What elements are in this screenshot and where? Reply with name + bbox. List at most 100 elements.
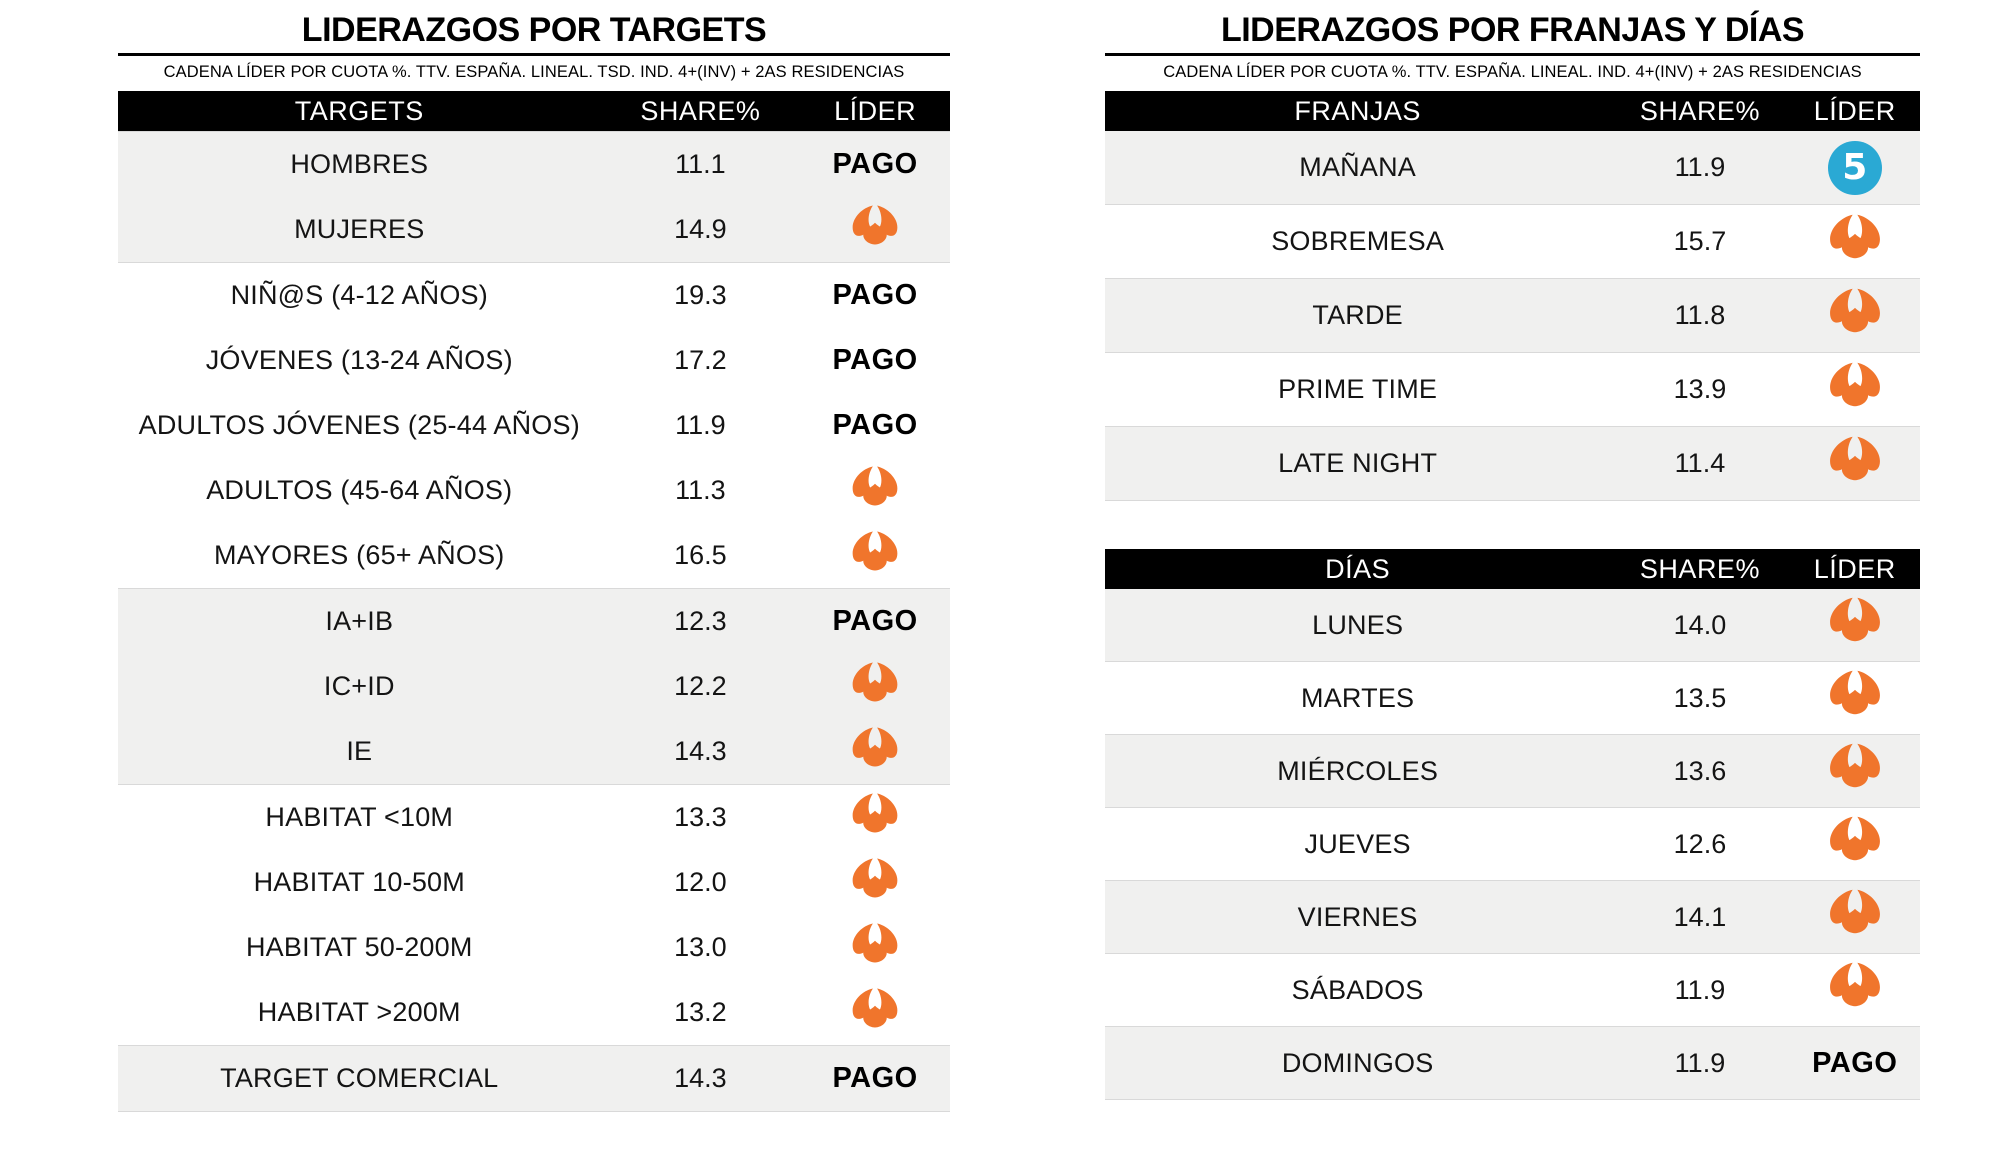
row-share-value: 16.5 [674, 540, 727, 570]
table-row: TARDE 11.8 [1105, 279, 1920, 353]
row-leader-cell [1790, 287, 1920, 345]
table-row: JUEVES 12.6 [1105, 808, 1920, 881]
row-share-value: 11.9 [675, 410, 726, 440]
table-row: IA+IB 12.3 PAGO [118, 588, 950, 654]
antena3-icon [1829, 436, 1880, 480]
targets-rows: HOMBRES 11.1 PAGO MUJERES 14.9 NIÑ@S (4-12 AÑ… [118, 131, 950, 1112]
row-leader-cell [800, 726, 950, 778]
row-label: MARTES [1301, 682, 1415, 713]
leader-pago-label: PAGO [832, 148, 918, 180]
row-share-value: 14.0 [1673, 609, 1727, 640]
left-subtitle: CADENA LÍDER POR CUOTA %. TTV. ESPAÑA. L… [163, 63, 905, 81]
row-share-value: 15.7 [1673, 226, 1727, 256]
right-title-rule [1105, 53, 1920, 56]
row-label: SÁBADOS [1291, 974, 1424, 1005]
row-leader-cell [800, 857, 950, 909]
table-row: VIERNES 14.1 [1105, 881, 1920, 954]
antena3-icon [852, 923, 898, 963]
row-leader-cell: PAGO [1790, 1047, 1920, 1080]
antena3-icon [1829, 597, 1880, 642]
row-label: HOMBRES [290, 149, 429, 179]
table-row: MARTES 13.5 [1105, 662, 1920, 735]
table-row: ADULTOS (45-64 AÑOS) 11.3 [118, 458, 950, 523]
table-row: LUNES 14.0 [1105, 589, 1920, 662]
table-row: TARGET COMERCIAL 14.3 PAGO [118, 1045, 950, 1112]
row-label: TARDE [1312, 300, 1403, 330]
antena3-icon [852, 205, 898, 245]
row-label: IC+ID [323, 671, 395, 701]
row-share-value: 11.9 [1674, 974, 1726, 1005]
row-share-value: 11.8 [1674, 300, 1726, 330]
table-row: MUJERES 14.9 [118, 197, 950, 263]
row-label: HABITAT >200M [257, 997, 461, 1027]
leader-pago-label: PAGO [1812, 1046, 1898, 1079]
row-label: JÓVENES (13-24 AÑOS) [205, 345, 513, 375]
row-leader-cell [1790, 361, 1920, 419]
franjas-dias-panel: LIDERAZGOS POR FRANJAS Y DÍAS CADENA LÍD… [1105, 0, 1920, 1100]
franjas-rows: MAÑANA 11.9 5 SOBREMESA 15.7 TARDE 11.8 PRIME T… [1105, 131, 1920, 501]
row-label: HABITAT 10-50M [253, 867, 465, 897]
row-label: ADULTOS (45-64 AÑOS) [206, 475, 513, 505]
table-row: SÁBADOS 11.9 [1105, 954, 1920, 1027]
column-header-leader: LÍDER [1813, 95, 1896, 126]
row-leader-cell [1790, 213, 1920, 271]
leader-pago-label: PAGO [832, 279, 918, 311]
table-row: PRIME TIME 13.9 [1105, 353, 1920, 427]
row-share-value: 13.9 [1673, 374, 1727, 404]
column-header-leader: LÍDER [1813, 553, 1896, 584]
column-header-share: SHARE% [1639, 95, 1760, 126]
row-share-value: 17.2 [674, 345, 727, 375]
targets-panel: LIDERAZGOS POR TARGETS CADENA LÍDER POR … [118, 0, 950, 1112]
table-row: LATE NIGHT 11.4 [1105, 427, 1920, 501]
row-share-value: 13.2 [674, 997, 727, 1027]
franjas-column-header: FRANJAS SHARE% LÍDER [1105, 91, 1920, 131]
table-row: MIÉRCOLES 13.6 [1105, 735, 1920, 808]
row-label: VIERNES [1297, 901, 1418, 932]
leader-pago-label: PAGO [832, 605, 918, 637]
antena3-icon [852, 988, 898, 1028]
row-label: JUEVES [1304, 828, 1411, 859]
row-share-value: 11.1 [675, 149, 726, 179]
row-share-value: 12.2 [674, 671, 727, 701]
row-leader-cell [1790, 435, 1920, 493]
table-row: DOMINGOS 11.9 PAGO [1105, 1027, 1920, 1100]
row-share-value: 12.3 [674, 606, 727, 636]
row-leader-cell [800, 661, 950, 713]
table-row: HABITAT 50-200M 13.0 [118, 915, 950, 980]
telecinco-icon: 5 [1827, 140, 1882, 195]
column-header-share: SHARE% [640, 95, 761, 126]
left-title-rule [118, 53, 950, 56]
row-leader-cell [800, 987, 950, 1039]
targets-column-header: TARGETS SHARE% LÍDER [118, 91, 950, 131]
row-leader-cell: PAGO [800, 279, 950, 312]
row-leader-cell: PAGO [800, 605, 950, 638]
antena3-icon [1829, 743, 1880, 788]
row-share-value: 12.0 [674, 867, 727, 897]
table-row: HABITAT 10-50M 12.0 [118, 850, 950, 915]
row-leader-cell [800, 792, 950, 844]
antena3-icon [1829, 962, 1880, 1007]
row-share-value: 14.3 [674, 1063, 727, 1093]
row-leader-cell: PAGO [800, 409, 950, 442]
row-leader-cell [1790, 596, 1920, 654]
row-share-value: 14.3 [674, 736, 727, 766]
right-subtitle: CADENA LÍDER POR CUOTA %. TTV. ESPAÑA. L… [1163, 63, 1862, 81]
antena3-icon [852, 662, 898, 702]
row-leader-cell [800, 465, 950, 517]
row-label: IE [346, 736, 373, 766]
row-leader-cell: PAGO [800, 148, 950, 181]
leader-pago-label: PAGO [832, 344, 918, 376]
row-leader-cell [800, 530, 950, 582]
row-leader-cell: PAGO [800, 1062, 950, 1095]
row-leader-cell: PAGO [800, 344, 950, 377]
row-label: HABITAT 50-200M [245, 932, 473, 962]
row-share-value: 12.6 [1673, 828, 1727, 859]
row-label: MIÉRCOLES [1277, 755, 1439, 786]
row-label: PRIME TIME [1278, 374, 1438, 404]
row-share-value: 14.1 [1673, 901, 1727, 932]
column-header-share: SHARE% [1639, 553, 1760, 584]
antena3-icon [1829, 889, 1880, 934]
row-label: SOBREMESA [1271, 226, 1445, 256]
antena3-icon [1829, 214, 1880, 258]
row-leader-cell [1790, 888, 1920, 946]
